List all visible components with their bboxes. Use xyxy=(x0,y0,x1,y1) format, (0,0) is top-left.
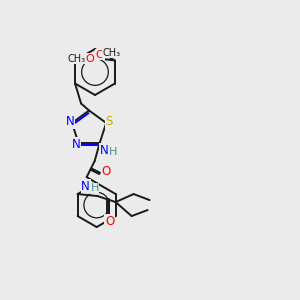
Text: CH₃: CH₃ xyxy=(102,47,120,58)
Text: O: O xyxy=(101,165,111,178)
Text: S: S xyxy=(106,116,113,128)
Text: N: N xyxy=(72,138,81,151)
Text: H: H xyxy=(90,183,99,193)
Text: N: N xyxy=(66,116,74,128)
Text: CH₃: CH₃ xyxy=(68,53,86,64)
Text: O: O xyxy=(105,214,114,228)
Text: O: O xyxy=(85,53,94,64)
Text: N: N xyxy=(81,180,90,193)
Text: H: H xyxy=(109,147,117,157)
Text: N: N xyxy=(100,144,109,157)
Text: O: O xyxy=(96,50,104,59)
